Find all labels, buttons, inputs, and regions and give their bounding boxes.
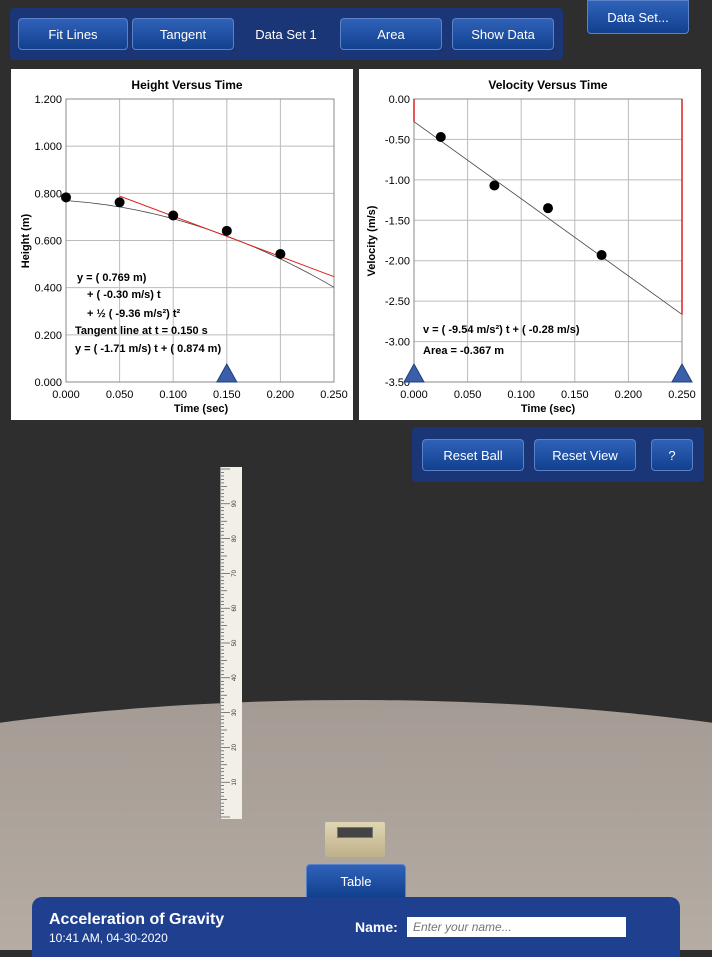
area-left-marker[interactable] (403, 362, 425, 383)
ruler-label: 80 (232, 535, 238, 542)
height-chart-title: Height Versus Time (131, 78, 242, 92)
velocity-chart-panel: Velocity Versus Time 0.000 0.050 0.100 0.15… (359, 69, 701, 420)
experiment-datetime: 10:41 AM, 04-30-2020 (49, 931, 168, 945)
ruler-label: 70 (232, 569, 238, 576)
height-data-point[interactable] (61, 192, 71, 203)
velocity-x-tick: 0.050 (454, 389, 482, 401)
height-y-tick: 0.400 (34, 283, 62, 295)
height-data-point[interactable] (168, 210, 179, 221)
tangent-time-marker[interactable] (215, 362, 238, 383)
table-tab[interactable]: Table (306, 864, 406, 898)
toolbar: Fit Lines Tangent Data Set 1 Area Show D… (10, 8, 563, 60)
height-data-point[interactable] (275, 248, 286, 259)
height-x-tick: 0.250 (320, 389, 348, 401)
meter-stick: 90 80 70 60 50 40 30 20 10 (220, 467, 242, 819)
velocity-data-point[interactable] (435, 132, 446, 143)
footer: Acceleration of Gravity 10:41 AM, 04-30-… (32, 897, 680, 957)
velocity-x-label: Time (sec) (521, 403, 576, 415)
name-input[interactable] (407, 917, 626, 937)
height-x-tick: 0.150 (213, 389, 241, 401)
height-x-tick: 0.000 (52, 389, 80, 401)
launcher-face (337, 827, 373, 838)
velocity-y-tick: -0.50 (385, 134, 410, 146)
velocity-y-tick: -2.50 (385, 296, 410, 308)
velocity-y-label: Velocity (m/s) (366, 205, 378, 276)
ball-launcher-box[interactable] (325, 822, 385, 857)
tangent-button[interactable]: Tangent (132, 18, 234, 50)
ruler-label: 90 (232, 500, 238, 507)
height-eq-line4: Tangent line at t = 0.150 s (75, 325, 208, 337)
height-x-label: Time (sec) (174, 403, 229, 415)
velocity-fit-line (413, 121, 683, 315)
height-x-tick: 0.100 (159, 389, 187, 401)
height-eq-line5: y = ( -1.71 m/s) t + ( 0.874 m) (75, 343, 221, 355)
tangent-line (119, 195, 335, 278)
velocity-chart[interactable]: Velocity Versus Time 0.000 0.050 0.100 0.15… (359, 69, 701, 420)
height-eq-line1: y = ( 0.769 m) (77, 272, 147, 284)
velocity-area-line: Area = -0.367 m (423, 345, 504, 357)
velocity-x-tick: 0.250 (668, 389, 696, 401)
name-label: Name: (355, 919, 398, 935)
height-x-tick: 0.200 (267, 389, 295, 401)
velocity-data-point[interactable] (489, 180, 500, 191)
height-y-label: Height (m) (20, 213, 32, 268)
velocity-x-tick: 0.200 (615, 389, 643, 401)
experiment-title: Acceleration of Gravity (49, 911, 225, 928)
ruler-label: 40 (232, 674, 238, 681)
velocity-data-point[interactable] (596, 250, 607, 261)
help-button[interactable]: ? (651, 439, 693, 471)
height-data-point[interactable] (221, 225, 232, 236)
velocity-chart-title: Velocity Versus Time (488, 78, 608, 92)
reset-ball-button[interactable]: Reset Ball (422, 439, 524, 471)
ruler-label: 30 (232, 709, 238, 716)
dataset-button[interactable]: Data Set... (587, 0, 689, 34)
velocity-data-point[interactable] (543, 203, 553, 214)
ruler-label: 10 (232, 778, 238, 785)
velocity-x-tick: 0.100 (507, 389, 535, 401)
height-data-point[interactable] (114, 197, 125, 208)
area-button[interactable]: Area (340, 18, 442, 50)
height-chart[interactable]: Height Versus Time 0.000 0.050 0.100 0.150 0… (11, 69, 353, 420)
ruler-label: 60 (232, 604, 238, 611)
reset-view-button[interactable]: Reset View (534, 439, 636, 471)
height-y-tick: 0.200 (34, 330, 62, 342)
height-eq-line2: + ( -0.30 m/s) t (87, 289, 161, 301)
height-chart-panel: Height Versus Time 0.000 0.050 0.100 0.150 0… (11, 69, 353, 420)
velocity-x-tick: 0.150 (561, 389, 589, 401)
fit-lines-button[interactable]: Fit Lines (18, 18, 128, 50)
ruler-label: 50 (232, 639, 238, 646)
velocity-y-tick: -2.00 (385, 256, 410, 268)
height-x-tick: 0.050 (106, 389, 134, 401)
area-right-marker[interactable] (671, 362, 693, 383)
velocity-y-tick: -1.50 (385, 215, 410, 227)
ruler-label: 20 (232, 743, 238, 750)
height-plot-border (65, 98, 335, 383)
velocity-plot-border (413, 98, 683, 383)
velocity-y-tick: -3.50 (385, 377, 410, 389)
velocity-y-tick: 0.00 (389, 94, 410, 106)
height-y-tick: 1.000 (34, 141, 62, 153)
height-y-tick: 0.600 (34, 236, 62, 248)
height-eq-line3: + ½ ( -9.36 m/s²) t² (87, 308, 181, 320)
height-y-tick: 0.800 (34, 188, 62, 200)
height-y-tick: 0.000 (34, 377, 62, 389)
velocity-y-tick: -1.00 (385, 175, 410, 187)
show-data-button[interactable]: Show Data (452, 18, 554, 50)
velocity-x-tick: 0.000 (400, 389, 428, 401)
height-y-tick: 1.200 (34, 94, 62, 106)
velocity-eq-line1: v = ( -9.54 m/s²) t + ( -0.28 m/s) (423, 324, 580, 336)
velocity-y-tick: -3.00 (385, 337, 410, 349)
dataset-label: Data Set 1 (255, 26, 317, 42)
simulation-controls: Reset Ball Reset View ? (412, 427, 704, 482)
